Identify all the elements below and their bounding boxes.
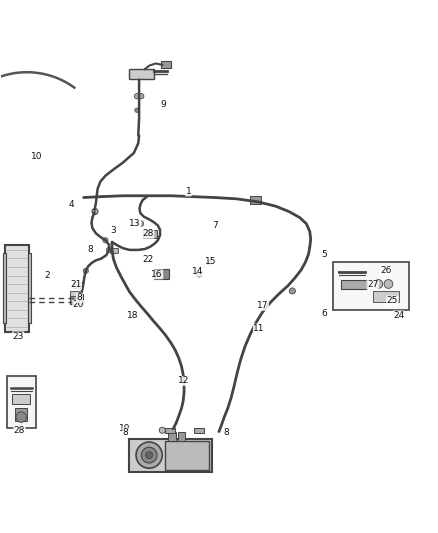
- Text: 1: 1: [186, 187, 191, 196]
- Text: 27: 27: [367, 280, 378, 289]
- Text: 14: 14: [192, 267, 204, 276]
- Bar: [341, 280, 367, 289]
- Text: 8: 8: [76, 294, 82, 302]
- Circle shape: [196, 270, 203, 277]
- Text: 24: 24: [393, 311, 405, 320]
- Bar: [110, 248, 118, 253]
- Circle shape: [92, 208, 98, 215]
- Bar: [144, 230, 156, 238]
- Text: 13: 13: [129, 219, 141, 228]
- Text: 7: 7: [212, 221, 219, 230]
- Bar: [168, 432, 176, 441]
- Bar: [165, 441, 209, 470]
- Bar: [165, 428, 175, 433]
- Bar: [12, 394, 30, 404]
- Bar: [3, 253, 7, 323]
- Text: 4: 4: [69, 200, 74, 209]
- Bar: [161, 61, 171, 68]
- Circle shape: [138, 221, 144, 227]
- Text: 26: 26: [380, 266, 392, 276]
- Bar: [70, 294, 83, 304]
- Bar: [332, 262, 409, 310]
- Text: 22: 22: [143, 255, 154, 264]
- Circle shape: [207, 261, 212, 265]
- Bar: [194, 428, 204, 433]
- Bar: [251, 196, 261, 204]
- Text: 15: 15: [205, 257, 216, 266]
- Circle shape: [139, 94, 144, 99]
- Text: 28: 28: [14, 426, 25, 435]
- Text: 5: 5: [321, 250, 327, 259]
- Circle shape: [106, 247, 112, 253]
- Text: 25: 25: [387, 296, 398, 305]
- Text: 12: 12: [177, 376, 189, 385]
- Text: 8: 8: [223, 428, 229, 437]
- Text: 18: 18: [127, 311, 138, 320]
- Bar: [70, 291, 79, 296]
- Text: 23: 23: [12, 332, 24, 341]
- Text: 8: 8: [87, 245, 93, 254]
- Text: 10: 10: [31, 152, 42, 161]
- Bar: [177, 432, 185, 441]
- Bar: [5, 245, 29, 332]
- Circle shape: [134, 94, 140, 99]
- Text: 8: 8: [123, 428, 128, 437]
- Bar: [7, 376, 35, 428]
- Circle shape: [103, 238, 108, 243]
- Circle shape: [135, 108, 139, 112]
- Text: 2: 2: [44, 271, 50, 280]
- Text: 6: 6: [321, 309, 327, 318]
- Text: 28: 28: [143, 229, 154, 238]
- Text: 20: 20: [73, 301, 84, 310]
- Circle shape: [374, 280, 383, 288]
- Bar: [130, 439, 212, 472]
- Circle shape: [384, 280, 393, 288]
- Text: 17: 17: [257, 301, 268, 310]
- Circle shape: [146, 451, 152, 458]
- Circle shape: [83, 268, 88, 273]
- Bar: [130, 69, 153, 79]
- Circle shape: [136, 442, 162, 468]
- Bar: [153, 269, 169, 279]
- Bar: [15, 408, 27, 422]
- Text: 9: 9: [160, 100, 166, 109]
- Bar: [28, 253, 31, 323]
- Bar: [73, 282, 82, 288]
- Text: 21: 21: [70, 280, 81, 289]
- Text: 19: 19: [119, 424, 130, 433]
- Circle shape: [16, 412, 26, 422]
- Circle shape: [159, 427, 165, 433]
- Bar: [373, 292, 399, 302]
- Text: 16: 16: [151, 270, 163, 279]
- Text: 3: 3: [110, 226, 116, 235]
- Circle shape: [289, 288, 295, 294]
- Text: 11: 11: [254, 324, 265, 333]
- Circle shape: [141, 447, 157, 463]
